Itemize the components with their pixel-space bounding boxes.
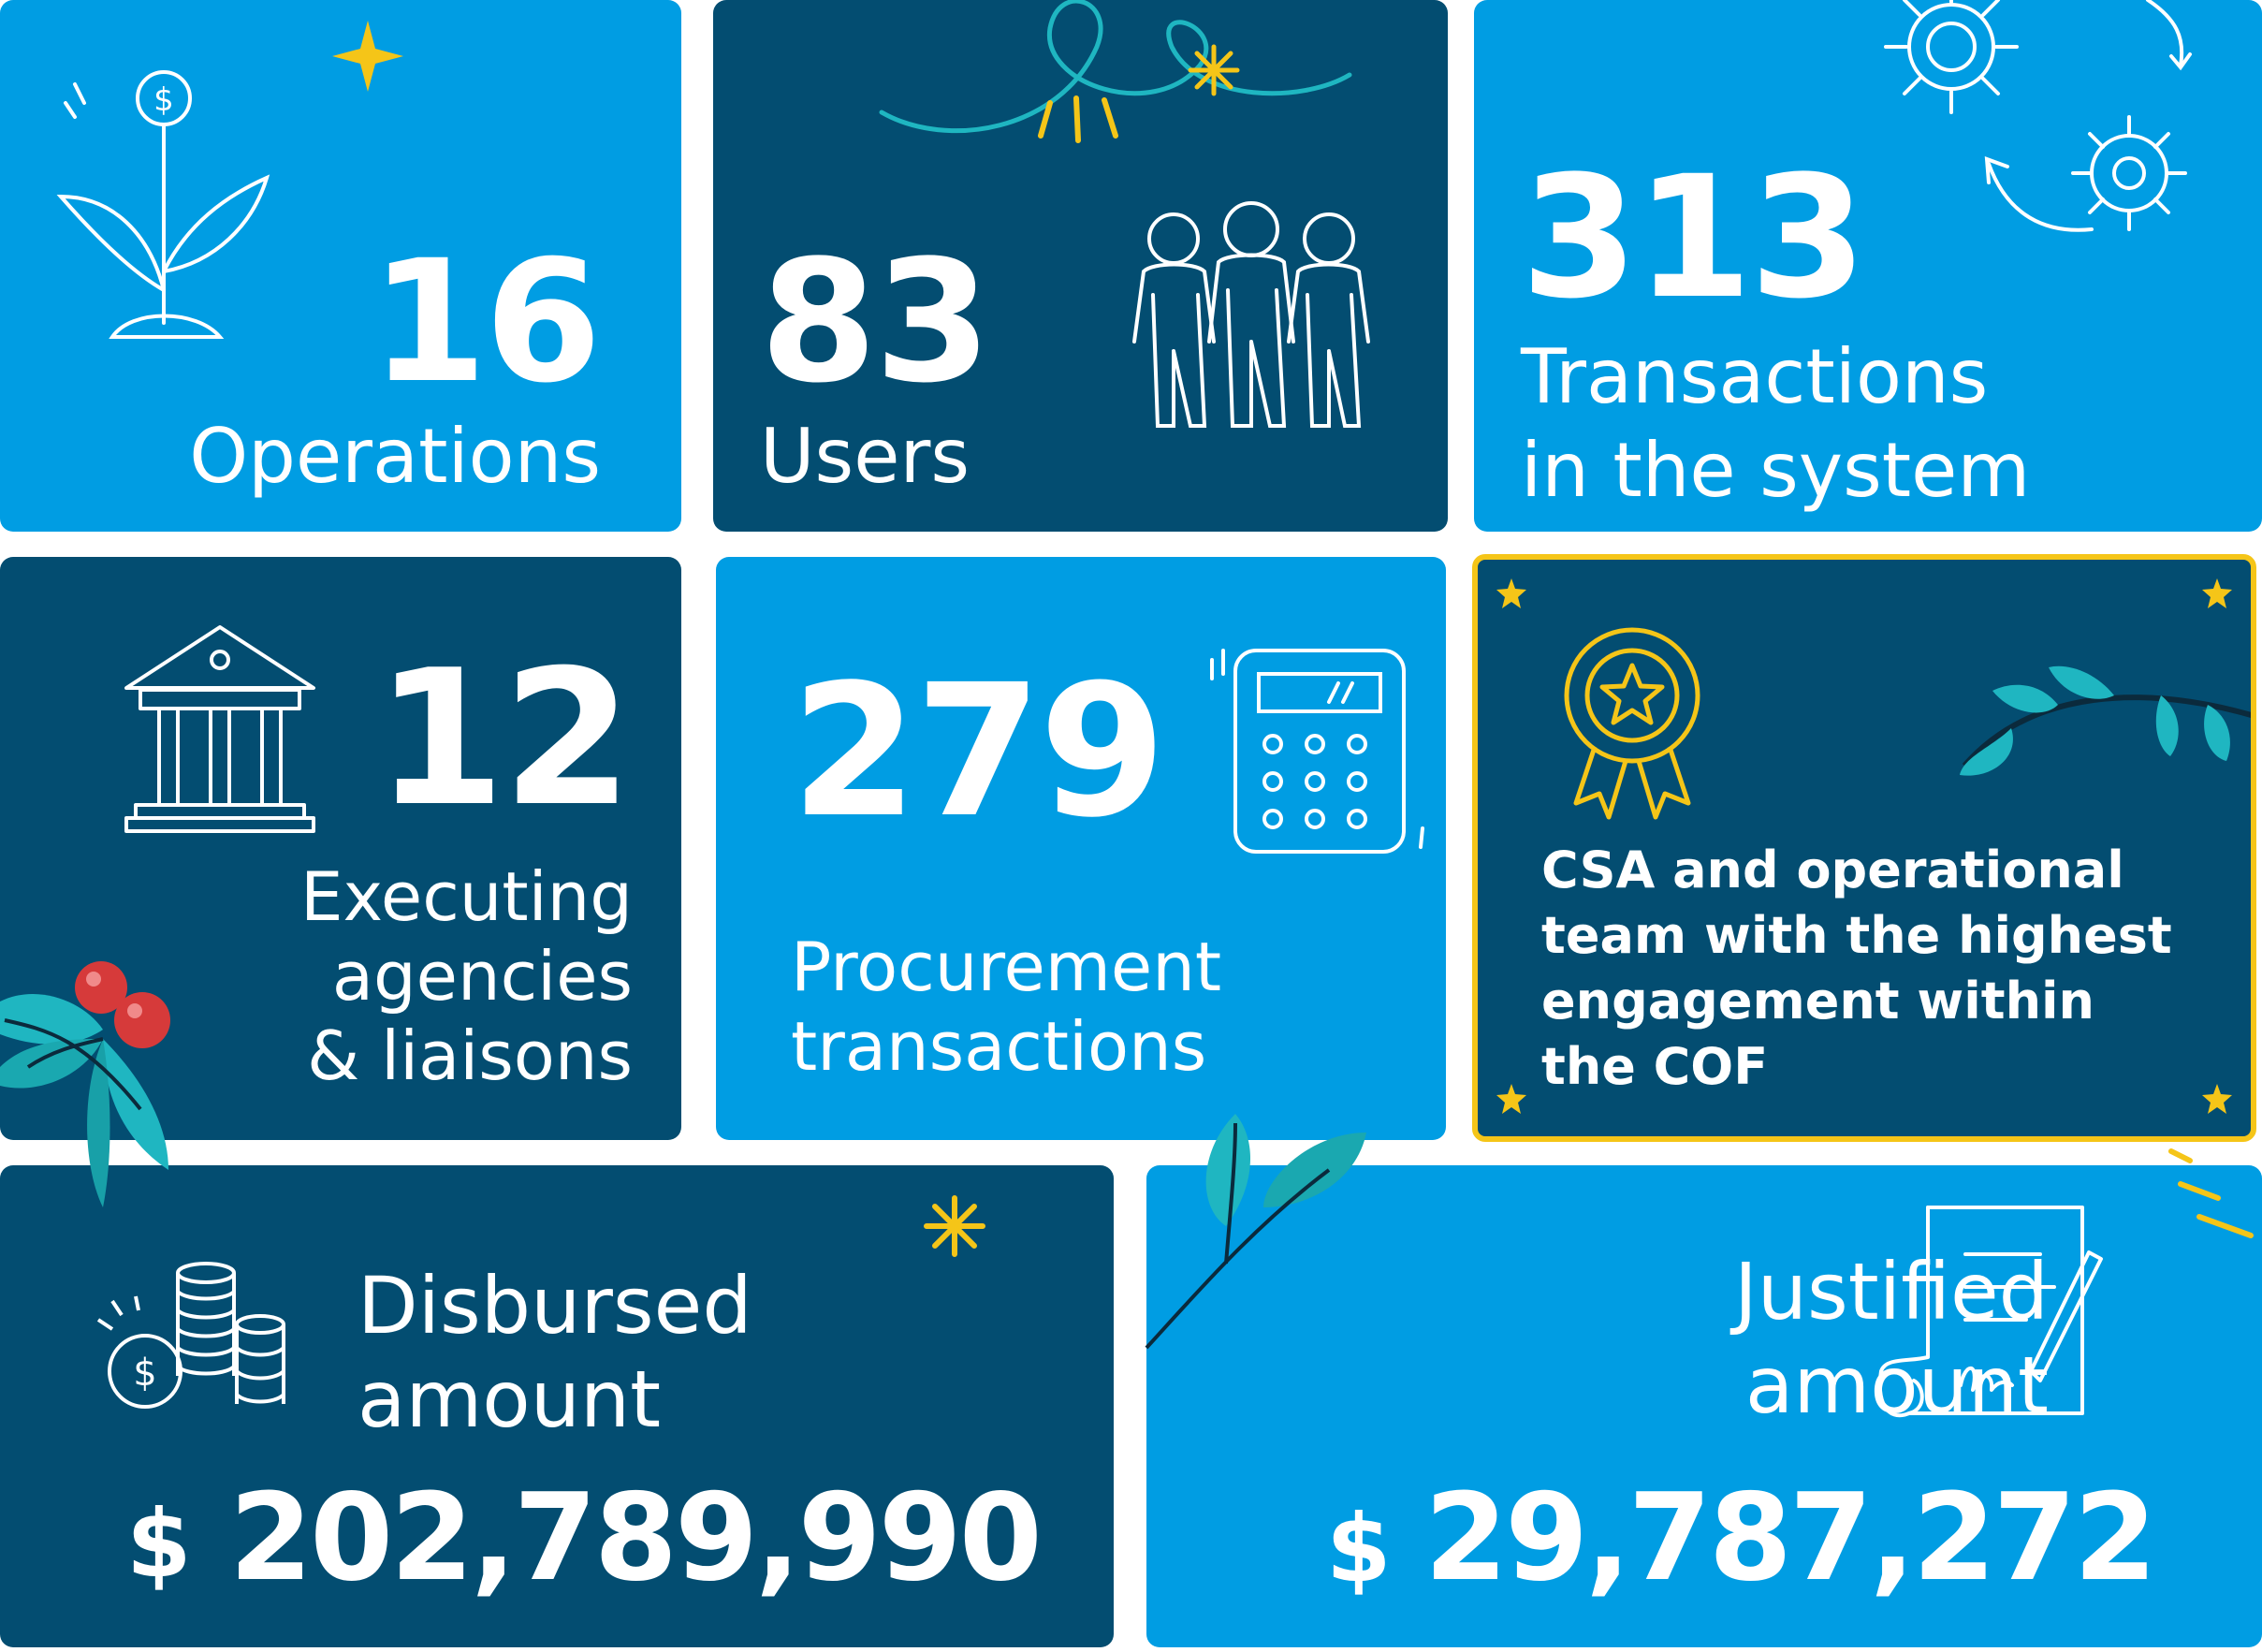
transactions-card: 313 Transactions in the system [1474, 0, 2262, 532]
agencies-value: 12 [374, 630, 633, 848]
asterisk-icon [1186, 42, 1242, 102]
asterisk-icon [922, 1193, 987, 1263]
corner-star-icon [2200, 1082, 2234, 1119]
agencies-label-line3: & liaisons [307, 1016, 633, 1095]
award-text-line3: engagement within [1541, 972, 2094, 1031]
justified-card: Justified amount $ 29,787,272 [1146, 1165, 2262, 1647]
award-text-line2: team with the highest [1541, 906, 2172, 965]
justified-label-line1: Justified [1734, 1246, 2049, 1338]
procurement-label-line1: Procurement [791, 928, 1222, 1006]
doodle-lines-icon [872, 0, 1359, 154]
agencies-label-line2: agencies [331, 937, 633, 1016]
users-value: 83 [760, 225, 991, 420]
disbursed-label-line2: amount [358, 1353, 662, 1445]
money-plant-icon: $ [47, 56, 281, 374]
procurement-label-line2: transactions [791, 1007, 1207, 1086]
disbursed-card: $ Disbursed amount $ 202,789,990 [0, 1165, 1114, 1647]
disbursed-label-line1: Disbursed [358, 1260, 752, 1352]
disbursed-value: 202,789,990 [229, 1469, 1043, 1608]
bank-building-icon [122, 622, 318, 833]
users-label: Users [760, 413, 970, 500]
award-card: CSA and operational team with the highes… [1472, 554, 2256, 1142]
operations-value: 16 [370, 225, 602, 420]
transactions-label-line1: Transactions [1521, 333, 1989, 420]
corner-star-icon [2200, 577, 2234, 614]
corner-star-icon [1495, 577, 1528, 614]
agencies-card: 12 Executing agencies & liaisons [0, 557, 681, 1140]
coins-stack-icon: $ [94, 1254, 290, 1413]
svg-text:$: $ [153, 81, 174, 119]
gears-icon [1848, 0, 2195, 253]
disbursed-currency: $ [126, 1489, 192, 1599]
calculator-icon [1198, 641, 1432, 866]
users-group-icon [1116, 201, 1387, 435]
transactions-value: 313 [1521, 140, 1867, 336]
procurement-card: 279 Procurement transactions [716, 557, 1446, 1140]
leaf-branch-icon [1955, 625, 2251, 816]
signed-document-icon [1872, 1198, 2106, 1441]
transactions-label-line2: in the system [1521, 427, 2031, 514]
operations-label: Operations [189, 413, 601, 500]
svg-text:$: $ [133, 1352, 156, 1395]
justified-currency: $ [1326, 1494, 1392, 1603]
agencies-label-line1: Executing [300, 857, 633, 936]
users-card: 83 Users [713, 0, 1448, 532]
rays-icon [1031, 89, 1134, 149]
award-text-line4: the COF [1541, 1037, 1769, 1096]
justified-value: 29,787,272 [1424, 1469, 2157, 1608]
operations-card: $ 16 Operations [0, 0, 681, 532]
corner-star-icon [1495, 1082, 1528, 1119]
procurement-value: 279 [791, 645, 1166, 857]
medal-icon [1553, 621, 1712, 826]
award-text-line1: CSA and operational [1541, 841, 2124, 899]
